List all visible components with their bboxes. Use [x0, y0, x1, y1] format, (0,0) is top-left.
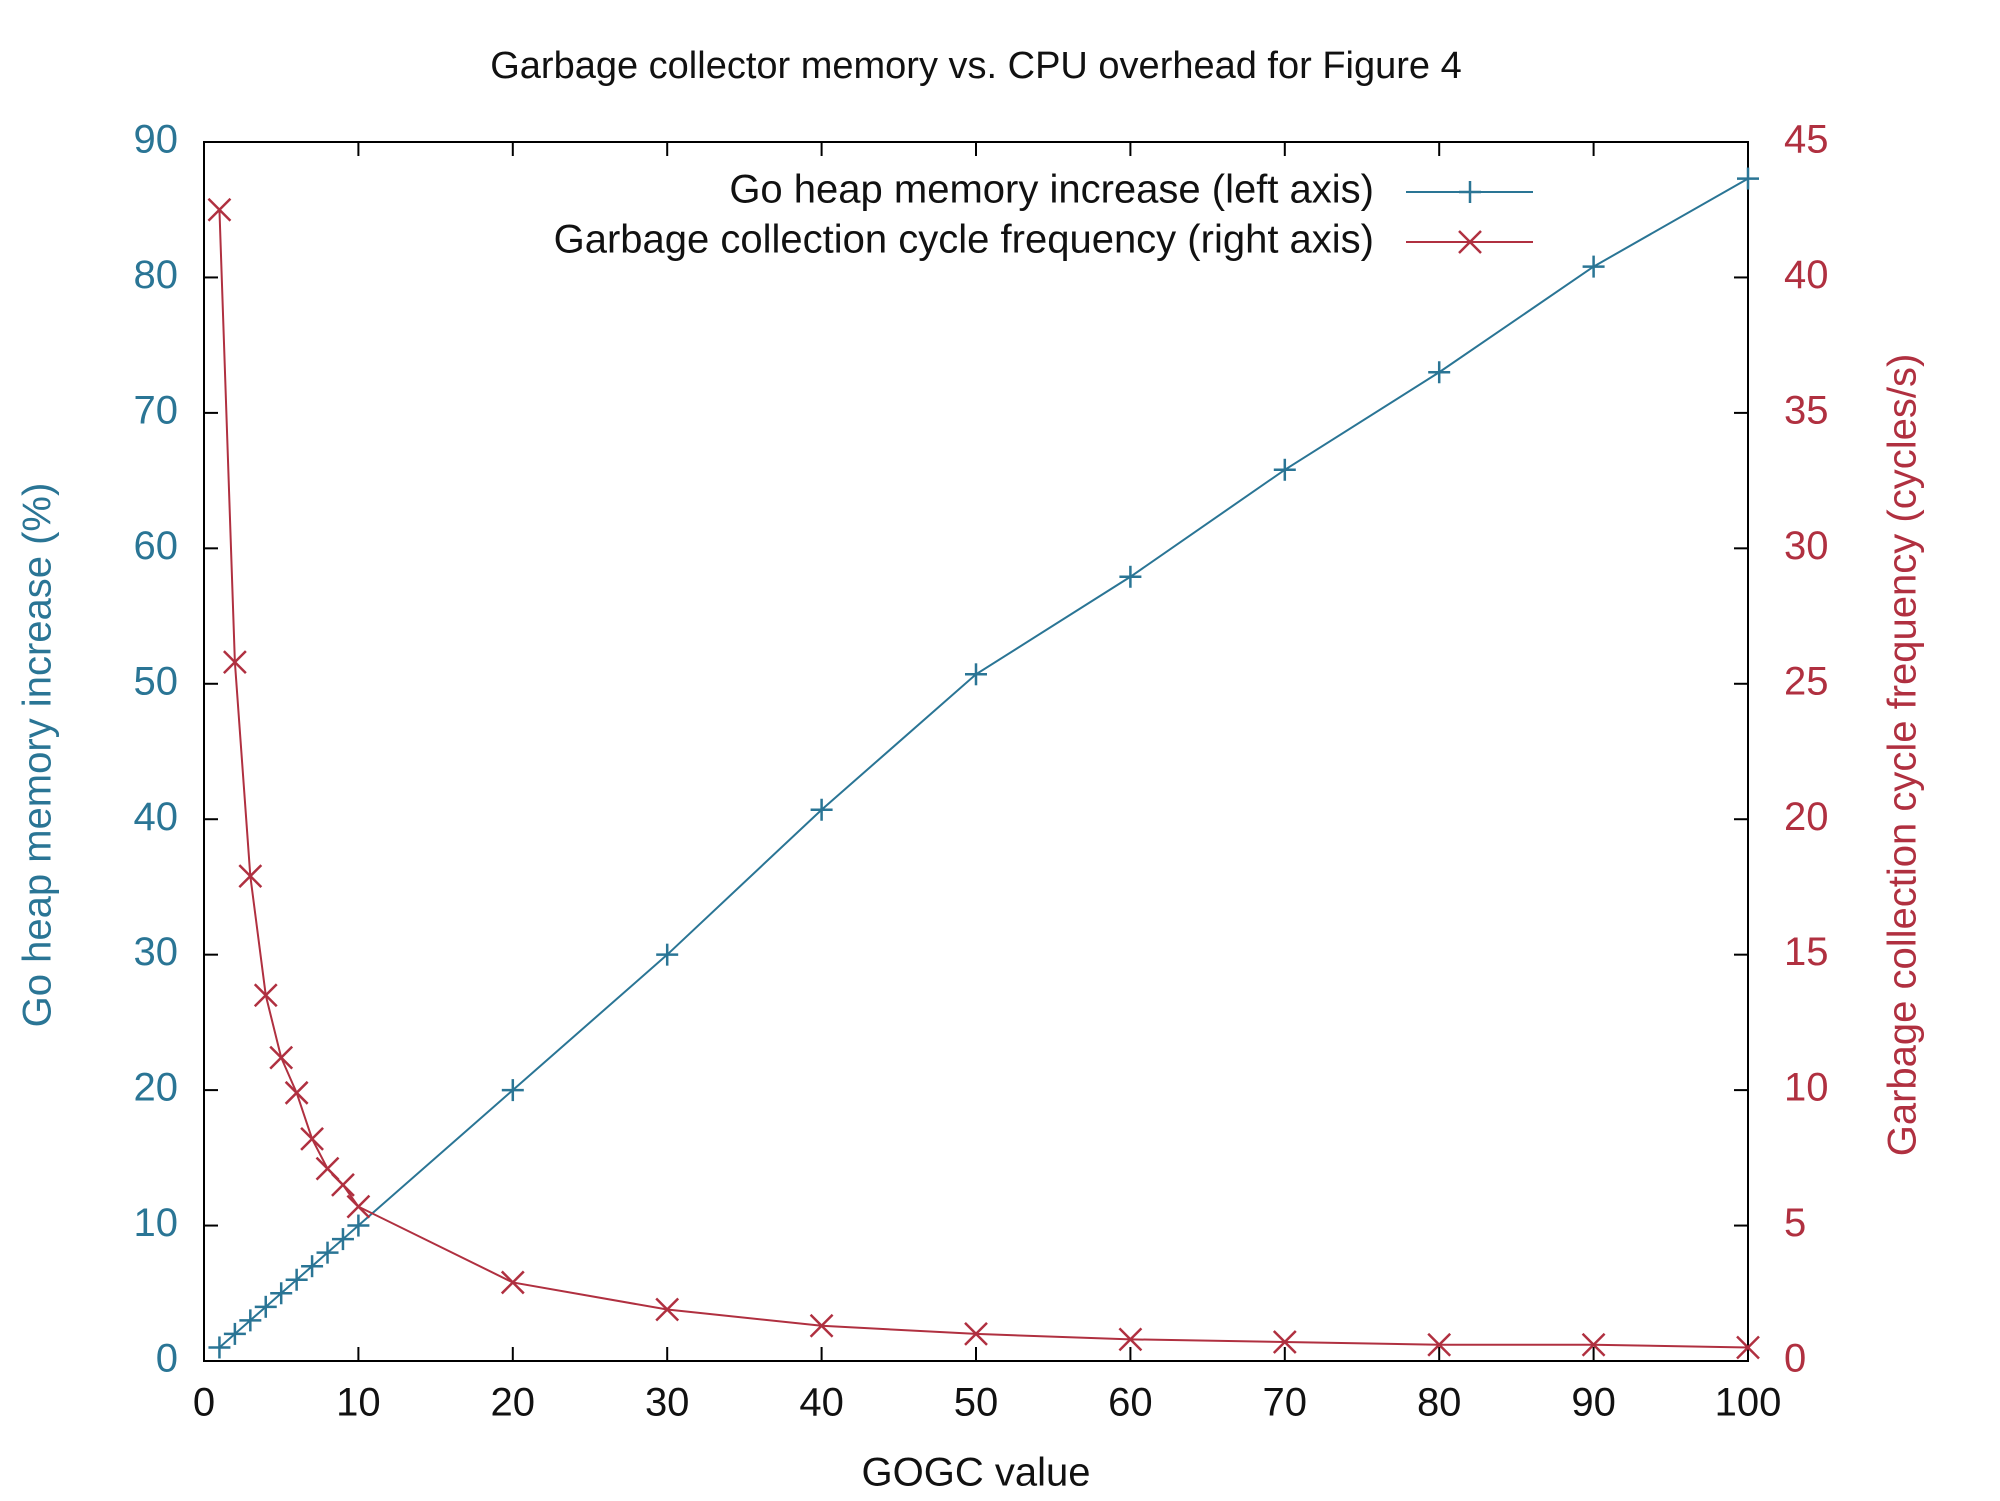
x-tick-label: 40	[799, 1381, 844, 1425]
legend-marker	[1459, 181, 1481, 203]
legend-label: Garbage collection cycle frequency (righ…	[554, 218, 1374, 262]
data-point	[284, 1080, 309, 1105]
data-point	[1581, 1332, 1606, 1357]
y-tick-label: 30	[134, 930, 179, 974]
y2-tick-label: 15	[1784, 930, 1829, 974]
x-tick-label: 50	[954, 1381, 999, 1425]
x-tick-label: 80	[1417, 1381, 1462, 1425]
y2-tick-label: 25	[1784, 659, 1829, 703]
x-tick-label: 90	[1571, 1381, 1616, 1425]
data-point	[1273, 458, 1296, 481]
data-point	[269, 1045, 294, 1070]
data-point	[238, 864, 263, 888]
y2-tick-label: 45	[1784, 118, 1829, 162]
y2-axis-label: Garbage collection cycle frequency (cycl…	[1881, 354, 1925, 1157]
data-point	[346, 1194, 371, 1219]
data-point	[254, 1295, 277, 1318]
x-tick-label: 70	[1263, 1381, 1308, 1425]
y2-tick-label: 20	[1784, 795, 1829, 839]
y-tick-label: 20	[134, 1066, 179, 1110]
data-point	[656, 943, 679, 966]
data-point	[500, 1270, 525, 1295]
y-tick-label: 50	[134, 659, 179, 703]
chart-title: Garbage collector memory vs. CPU overhea…	[490, 45, 1462, 87]
y2-tick-label: 10	[1784, 1066, 1829, 1110]
data-point	[301, 1255, 324, 1278]
data-point	[1736, 1335, 1760, 1360]
x-tick-label: 10	[336, 1381, 381, 1425]
data-point	[316, 1241, 339, 1264]
y-tick-label: 0	[156, 1337, 178, 1381]
data-point	[208, 1336, 231, 1359]
data-point	[331, 1228, 354, 1251]
data-point	[1428, 361, 1451, 384]
x-axis-label: GOGC value	[862, 1451, 1091, 1495]
legend-label: Go heap memory increase (left axis)	[729, 168, 1374, 212]
y-tick-label: 10	[134, 1201, 179, 1245]
data-point	[222, 650, 247, 674]
data-point	[253, 983, 278, 1008]
data-point	[285, 1268, 308, 1291]
data-point	[501, 1079, 524, 1102]
legend-marker	[1458, 230, 1482, 254]
data-point	[1427, 1332, 1452, 1357]
y2-tick-label: 30	[1784, 524, 1829, 568]
data-point	[1118, 1327, 1143, 1352]
y-tick-label: 70	[134, 388, 179, 432]
data-point	[1119, 565, 1142, 588]
x-tick-label: 30	[645, 1381, 690, 1425]
data-point	[1582, 255, 1605, 278]
data-point	[270, 1282, 293, 1305]
y-tick-label: 80	[134, 253, 179, 297]
y2-tick-label: 35	[1784, 388, 1829, 432]
data-point	[1737, 167, 1759, 190]
data-point	[347, 1214, 370, 1237]
x-tick-label: 20	[491, 1381, 536, 1425]
x-tick-label: 60	[1108, 1381, 1153, 1425]
data-point	[655, 1297, 680, 1322]
data-point	[965, 663, 987, 686]
y2-tick-label: 0	[1784, 1337, 1806, 1381]
y-tick-label: 60	[134, 524, 179, 568]
y2-tick-label: 40	[1784, 253, 1829, 297]
x-tick-label: 100	[1715, 1381, 1782, 1425]
data-point	[207, 197, 232, 222]
data-point	[809, 1313, 834, 1338]
y2-tick-label: 5	[1784, 1201, 1806, 1245]
data-point	[1272, 1330, 1297, 1354]
data-point	[239, 1309, 262, 1332]
y-tick-label: 40	[134, 795, 179, 839]
data-point	[300, 1126, 324, 1151]
data-point	[964, 1322, 988, 1346]
data-point	[810, 798, 833, 821]
data-point	[331, 1173, 355, 1197]
x-tick-label: 0	[193, 1381, 215, 1425]
data-point	[223, 1322, 246, 1345]
y-tick-label: 90	[134, 118, 179, 162]
y-axis-label: Go heap memory increase (%)	[16, 483, 60, 1028]
